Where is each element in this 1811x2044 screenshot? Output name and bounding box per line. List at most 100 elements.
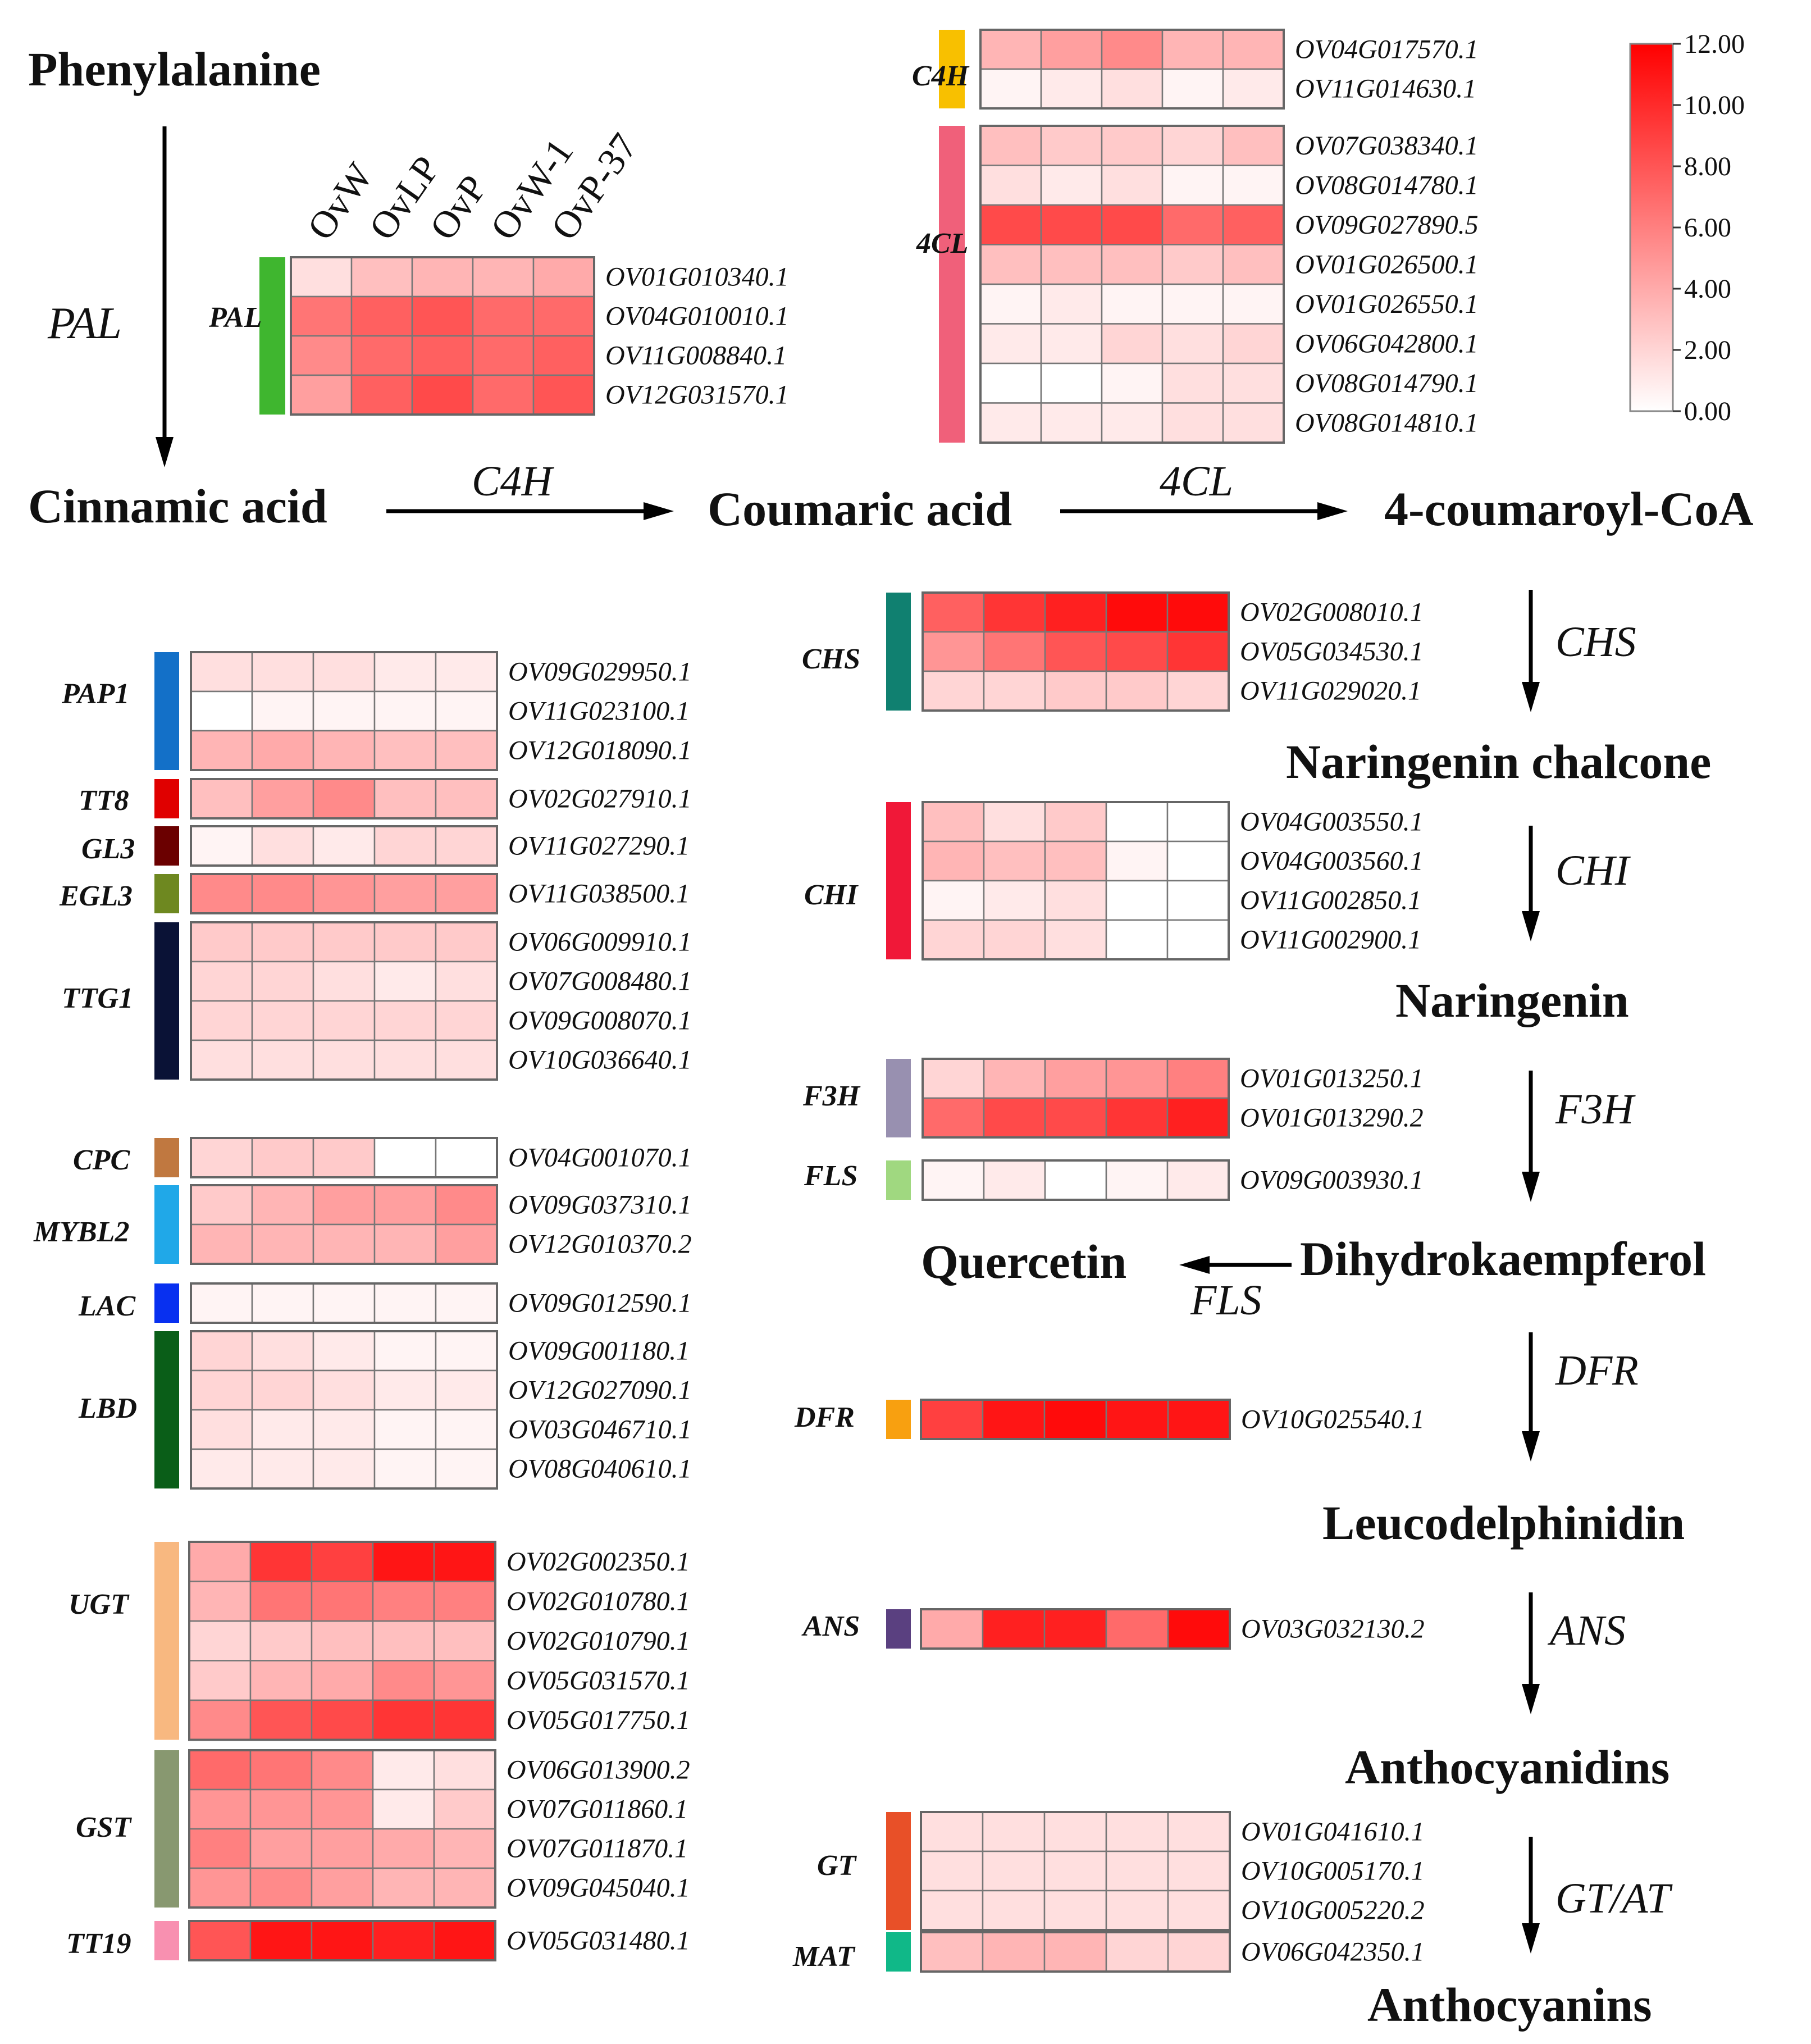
heatmap-cell: [983, 840, 1046, 882]
heatmap-cell: [532, 374, 595, 416]
heatmap-cell: [190, 1409, 253, 1450]
heatmap-cell: [920, 1399, 984, 1440]
arrow-gt-at: [1522, 1837, 1540, 1954]
heatmap-cell: [1105, 801, 1169, 843]
group-label: PAL: [208, 302, 262, 334]
heatmap-cell: [249, 1828, 313, 1869]
heatmap-cell: [312, 825, 376, 867]
heatmap-cell: [1044, 1058, 1107, 1099]
gene-id: OV02G002350.1: [507, 1547, 690, 1577]
heatmap-cell: [1044, 631, 1107, 672]
arrow-chs: [1522, 590, 1540, 712]
gene-id: OV01G013250.1: [1240, 1063, 1424, 1093]
gene-id: OV04G003560.1: [1240, 846, 1424, 876]
gene-id: OV11G023100.1: [508, 696, 690, 726]
step-gt-at: GT/AT: [1555, 1875, 1673, 1922]
heatmap-cell: [350, 256, 413, 298]
group-color-bar: [154, 1283, 179, 1323]
heatmap-cell: [1105, 1811, 1169, 1852]
heatmap-cell: [1161, 68, 1224, 110]
group-color-bar: [886, 1160, 911, 1200]
heatmap-cell: [1101, 125, 1164, 166]
heatmap-cell: [433, 1788, 496, 1830]
gene-row: OV09G012590.1: [190, 1282, 692, 1324]
heatmap-frame: [920, 1399, 1231, 1440]
heatmap-cell: [1101, 165, 1164, 206]
gene-row: OV10G025540.1: [920, 1399, 1425, 1440]
heatmap-cell: [312, 730, 376, 771]
gene-group-mat: MAT OV06G042350.1: [792, 1931, 1425, 1973]
heatmap-cell: [372, 1699, 435, 1741]
heatmap-cell: [372, 1749, 435, 1791]
group-label: TT19: [66, 1928, 131, 1960]
heatmap-cell: [312, 1000, 376, 1041]
gene-id: OV01G041610.1: [1241, 1817, 1425, 1846]
heatmap-cell: [411, 295, 474, 337]
heatmap-cell: [373, 1000, 437, 1041]
gene-row: OV09G003930.1: [922, 1159, 1424, 1201]
arrow-ans: [1522, 1592, 1540, 1714]
heatmap-cell: [1040, 29, 1103, 70]
heatmap-cell: [188, 1788, 252, 1830]
gene-id: OV11G002850.1: [1240, 885, 1421, 915]
group-label: 4CL: [916, 227, 968, 260]
heatmap-cell: [435, 873, 498, 914]
gene-row: OV05G031480.1: [188, 1920, 690, 1961]
gene-row: OV12G031570.1: [290, 374, 789, 416]
gene-id: OV05G034530.1: [1240, 636, 1424, 666]
heatmap-cell: [472, 256, 535, 298]
group-label: C4H: [912, 60, 970, 92]
heatmap-cell: [373, 1330, 437, 1372]
gene-row: OV09G008070.1: [190, 1000, 692, 1041]
gene-row: OV11G023100.1: [190, 690, 690, 732]
colorbar-tick-label: 10.00: [1684, 90, 1745, 120]
heatmap-cell: [1043, 1890, 1107, 1931]
gene-row: OV04G010010.1: [290, 295, 789, 337]
gene-row: OV09G037310.1: [190, 1184, 692, 1226]
heatmap-cell: [433, 1699, 496, 1741]
heatmap-cell: [1222, 402, 1285, 444]
heatmap-cell: [1040, 165, 1103, 206]
heatmap-cell: [435, 1223, 498, 1265]
heatmap-frame: [920, 1608, 1231, 1650]
gene-row: OV11G029020.1: [922, 670, 1421, 712]
heatmap-cell: [312, 651, 376, 693]
heatmap-cell: [251, 1369, 314, 1411]
heatmap-frame: [190, 778, 498, 820]
group-label: GT: [817, 1850, 857, 1882]
heatmap-cell: [979, 29, 1042, 70]
heatmap-cell: [920, 1931, 984, 1973]
heatmap-cell: [435, 1330, 498, 1372]
heatmap-cell: [472, 295, 535, 337]
gene-id: OV06G009910.1: [508, 927, 692, 957]
heatmap-cell: [373, 1409, 437, 1450]
group-label: CHI: [804, 879, 859, 911]
heatmap-cell: [435, 651, 498, 693]
gene-group-lac: LAC OV09G012590.1: [78, 1282, 692, 1324]
compound-phenylalanine: Phenylalanine: [28, 42, 321, 96]
gene-row: OV08G014810.1: [979, 402, 1479, 444]
heatmap-cell: [251, 921, 314, 963]
group-color-bar: [939, 126, 965, 443]
heatmap-cell: [983, 670, 1046, 712]
heatmap-cell: [979, 402, 1042, 444]
group-color-bar: [154, 779, 179, 818]
heatmap-cell: [1167, 1850, 1231, 1892]
heatmap-cell: [190, 1184, 253, 1226]
heatmap-cell: [251, 651, 314, 693]
heatmap-cell: [373, 730, 437, 771]
group-color-bar: [886, 593, 911, 711]
gene-id: OV12G010370.2: [508, 1229, 692, 1259]
group-label: LBD: [78, 1392, 137, 1424]
heatmap-cell: [1044, 1097, 1107, 1139]
heatmap-frame: [190, 873, 498, 914]
heatmap-cell: [979, 323, 1042, 365]
heatmap-cell: [979, 362, 1042, 404]
gene-row: OV05G031570.1: [188, 1660, 690, 1701]
step-chs: CHS: [1555, 618, 1636, 666]
gene-group-tt19: TT19 OV05G031480.1: [66, 1920, 690, 1961]
gene-group-ans: ANS OV03G032130.2: [801, 1608, 1425, 1650]
gene-id: OV04G003550.1: [1240, 807, 1424, 836]
gene-id: OV04G010010.1: [605, 301, 789, 331]
group-color-bar: [154, 922, 179, 1080]
